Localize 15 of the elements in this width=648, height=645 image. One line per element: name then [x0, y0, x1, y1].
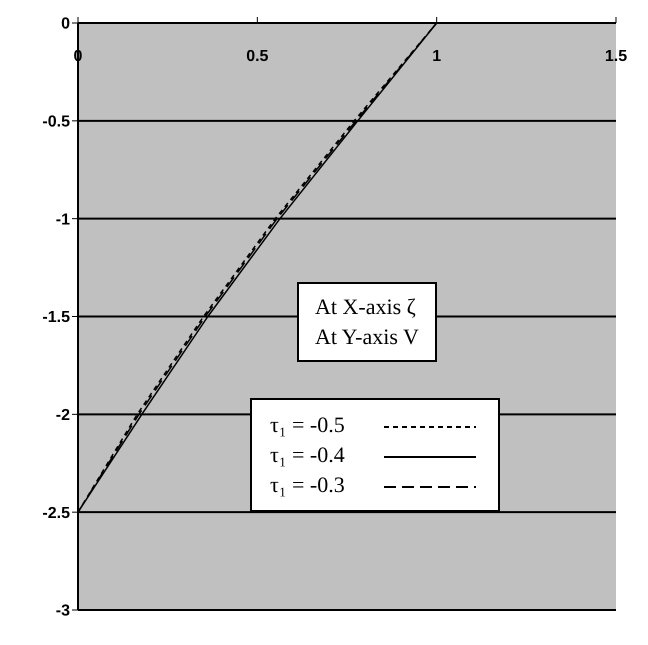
legend-label: τ₁ = -0.3: [270, 471, 346, 499]
legend-label: τ₁ = -0.5: [270, 411, 346, 439]
y-tick-label: 0: [61, 16, 70, 33]
y-tick-label: -2: [56, 407, 70, 424]
x-tick-label: 1.5: [604, 48, 628, 65]
legend-label: τ₁ = -0.4: [270, 441, 346, 469]
y-tick-label: -3: [56, 602, 70, 620]
annotation: At Y-axis V: [315, 323, 419, 351]
x-tick-label: 0.5: [246, 48, 269, 65]
annotation: At X-axis ζ: [315, 293, 417, 321]
y-tick-label: -1.5: [42, 309, 70, 326]
y-tick-label: -1: [56, 211, 70, 228]
y-tick-label: -0.5: [42, 114, 70, 131]
x-tick-label: 1: [432, 48, 442, 65]
y-tick-label: -2.5: [42, 504, 70, 522]
